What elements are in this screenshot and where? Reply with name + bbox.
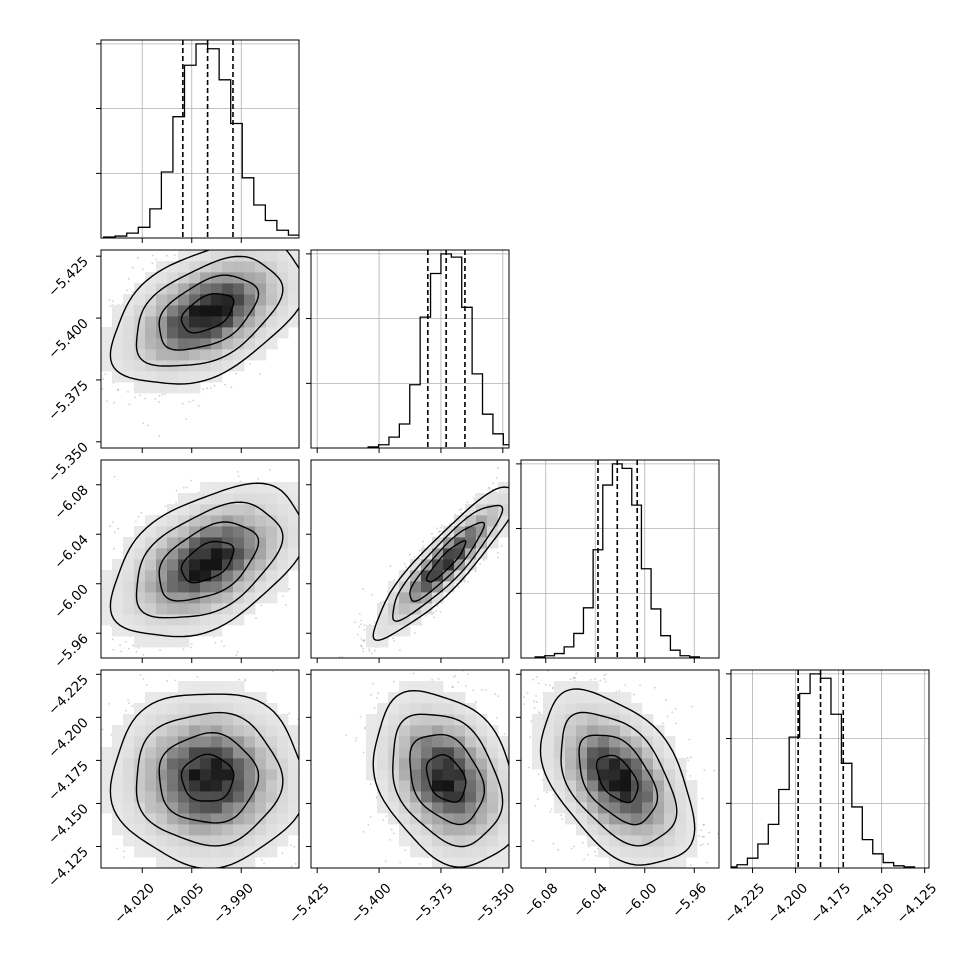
x-tick-label: −5.350 [472, 880, 519, 927]
hist-panel-2 [521, 460, 719, 658]
contour-0 [425, 754, 467, 803]
panel-frame [310, 669, 510, 869]
contour-2 [560, 711, 678, 847]
contour-3 [372, 486, 509, 642]
x-tick-label: −4.225 [721, 880, 768, 927]
x-tick-label: −4.150 [851, 880, 898, 927]
y-tick-label: −4.150 [45, 801, 92, 848]
panel-frame [310, 459, 510, 659]
y-tick-label: −5.375 [45, 377, 92, 424]
x-tick-label: −5.375 [410, 880, 457, 927]
y-tick-label: −4.175 [45, 758, 92, 805]
contour-3 [372, 689, 509, 868]
x-tick-label: −5.400 [348, 880, 395, 927]
contour-0 [180, 540, 235, 584]
x-tick-label: −4.020 [111, 880, 158, 927]
contour-1 [158, 521, 260, 602]
y-tick-label: −5.400 [45, 316, 92, 363]
hist-panel-0 [101, 40, 299, 238]
hist-panel-1 [311, 250, 509, 448]
panel-frame [520, 669, 720, 869]
density-panel-1-3 [345, 670, 509, 868]
panel-frame [100, 459, 300, 659]
density-panel-1-2 [338, 467, 509, 658]
panel-frame [100, 249, 300, 449]
contour-1 [158, 731, 260, 824]
density-grid [366, 681, 509, 868]
density-grid [532, 681, 698, 868]
contour-2 [392, 504, 504, 622]
panel-frame [100, 669, 300, 869]
contour-3 [109, 482, 299, 638]
contour-0 [180, 293, 235, 334]
y-tick-label: −4.125 [45, 844, 92, 891]
contour-2 [392, 713, 504, 848]
contour-3 [109, 693, 299, 868]
y-tick-label: −4.225 [45, 672, 92, 719]
contour-0 [595, 754, 639, 804]
y-tick-label: −5.96 [51, 631, 92, 672]
density-panel-0-3 [101, 670, 299, 868]
hist-frame [310, 249, 510, 449]
contour-3 [109, 250, 299, 385]
x-tick-label: −6.04 [570, 880, 611, 921]
contour-0 [425, 540, 467, 583]
x-tick-label: −6.00 [620, 880, 661, 921]
hist-frame [520, 459, 720, 659]
x-tick-label: −3.990 [210, 880, 257, 927]
x-tick-label: −4.125 [894, 880, 941, 927]
contour-2 [135, 501, 284, 619]
contour-2 [135, 711, 284, 847]
y-tick-label: −4.200 [45, 715, 92, 762]
density-grid [101, 250, 299, 394]
hist-frame [730, 669, 930, 869]
x-tick-label: −5.96 [669, 880, 710, 921]
contour-2 [135, 255, 284, 367]
contour-1 [158, 274, 260, 351]
contour-1 [409, 521, 485, 603]
density-panel-2-3 [521, 670, 719, 868]
hist-frame [100, 39, 300, 239]
x-tick-label: −6.08 [521, 880, 562, 921]
y-tick-label: −6.08 [51, 482, 92, 523]
x-tick-label: −4.200 [765, 880, 812, 927]
y-tick-label: −6.04 [51, 532, 92, 573]
density-panel-0-1 [101, 250, 299, 448]
histogram-step [102, 43, 299, 238]
y-tick-label: −6.00 [51, 581, 92, 622]
x-tick-label: −4.175 [808, 880, 855, 927]
contour-1 [578, 734, 659, 826]
contour-1 [409, 733, 485, 826]
histogram-step [731, 673, 916, 868]
hist-panel-3 [731, 670, 929, 868]
y-tick-label: −5.425 [45, 254, 92, 301]
density-panel-0-2 [101, 468, 299, 658]
contour-0 [180, 753, 235, 802]
density-grid [101, 681, 299, 868]
x-tick-label: −4.005 [161, 880, 208, 927]
y-tick-label: −5.350 [45, 439, 92, 486]
x-tick-label: −5.425 [286, 880, 333, 927]
contour-3 [539, 688, 696, 866]
